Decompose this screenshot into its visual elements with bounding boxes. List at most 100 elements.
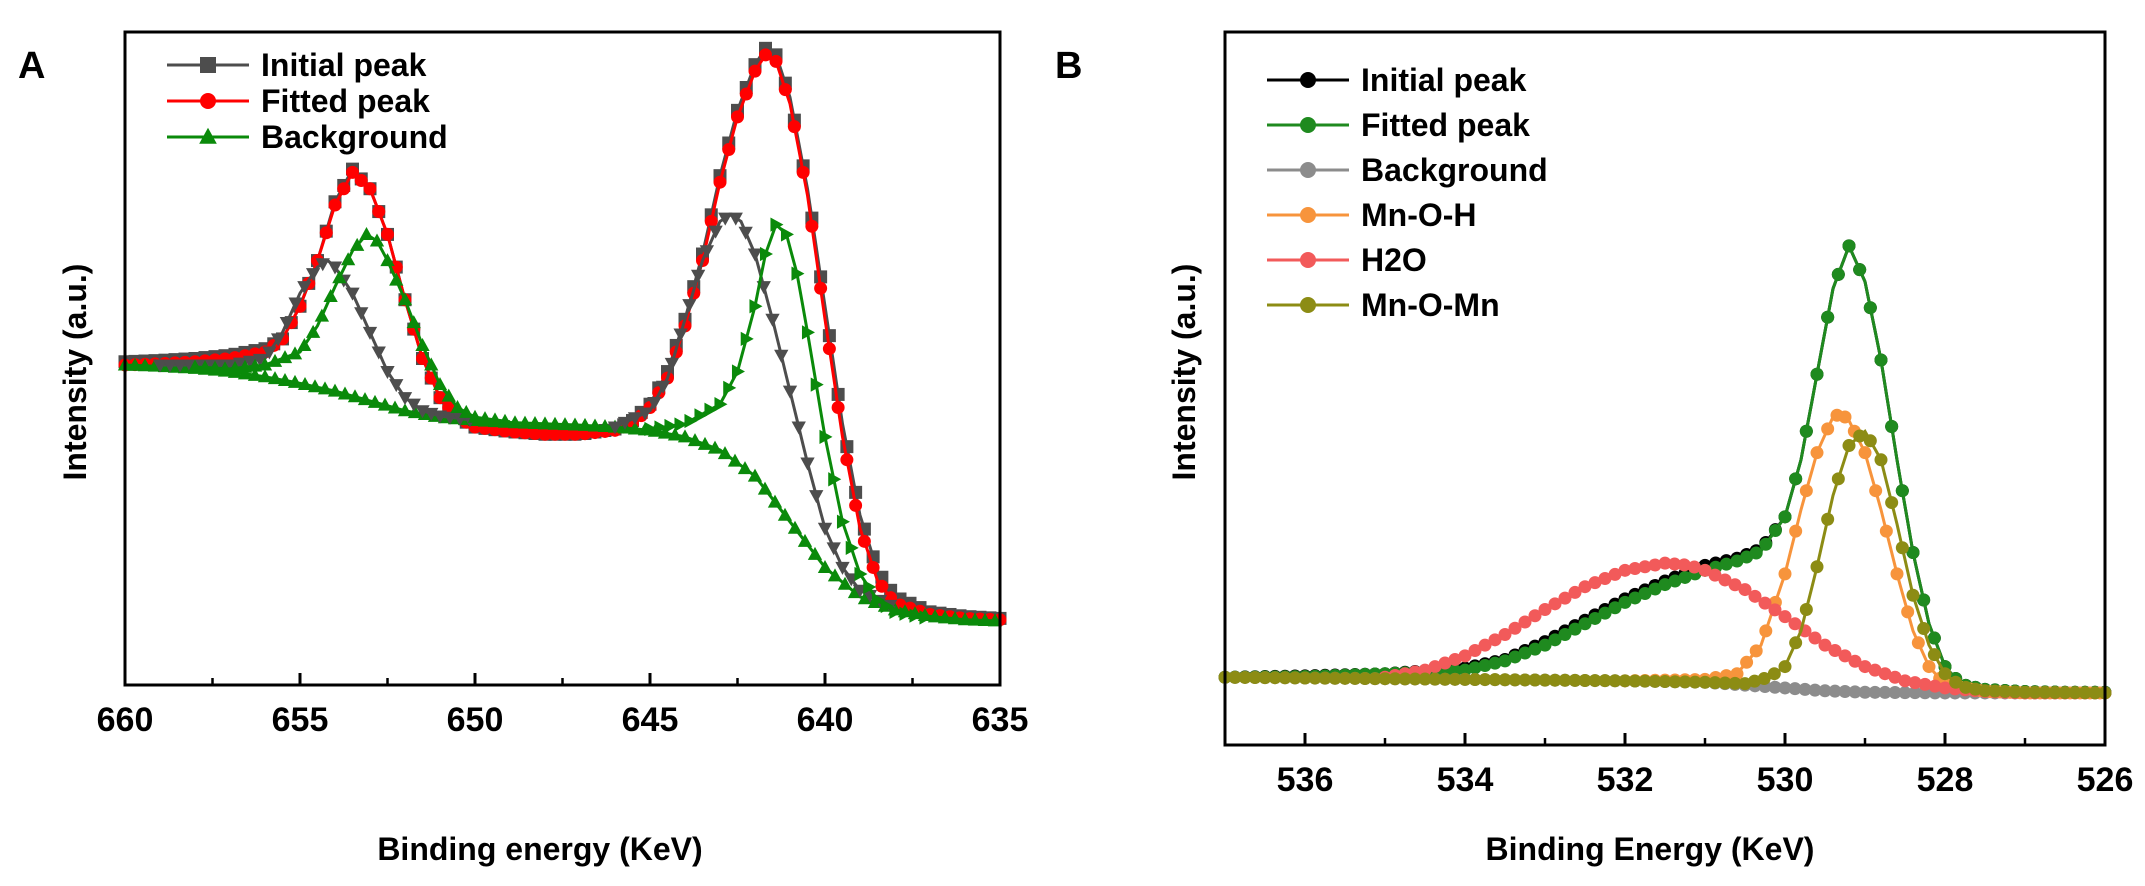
panel-b-data-point [1810,446,1824,460]
panel-b-data-point [1708,568,1722,582]
panel-b-data-point [1767,667,1781,681]
panel-b-data-point [1878,685,1892,699]
panel-a-data-point [332,270,347,284]
panel-b-data-point [1895,541,1909,555]
panel-a-data-point [747,468,763,482]
panel-a-data-point [748,64,762,78]
panel-a-data-point [247,367,263,381]
panel-b-data-point [1668,574,1682,588]
panel-a-data-point [270,333,286,347]
panel-a-data-point [796,165,810,179]
panel-a-legend-entry-initial-peak: Initial peak [167,47,427,83]
panel-b-data-point [1888,686,1902,700]
panel-b-data-point [1508,621,1522,635]
panel-b-data-point [1789,524,1803,538]
panel-b-legend-label: Fitted peak [1361,107,1530,143]
panel-b-data-point [1668,557,1682,571]
panel-a-data-point [297,376,313,390]
panel-a-data-point [765,313,780,327]
panel-b-data-point [1810,560,1824,574]
panel-a-data-point [831,400,845,414]
panel-a-data-point [637,407,653,421]
panel-b-data-point [1498,654,1512,668]
panel-b-data-point [1548,673,1562,687]
panel-a-data-point [704,214,718,228]
panel-b-data-point [1528,642,1542,656]
panel-b-data-point [1888,670,1902,684]
panel-b-data-point [1528,673,1542,687]
panel-b-data-point [1628,562,1642,576]
panel-b-data-point [1268,671,1282,685]
panel-a-data-point [747,248,763,262]
panel-a-data-point [769,54,783,68]
panel-b-data-point [1858,685,1872,699]
panel-b-data-point [1821,422,1835,436]
panel-b-series-layer [1218,239,2112,700]
panel-a-data-point [162,359,178,373]
panel-a-data-point [738,226,753,240]
panel-b-data-point [1917,622,1931,636]
panel-a-data-point [627,421,643,435]
panel-b-data-point [1548,633,1562,647]
panel-a-data-point [305,324,321,338]
panel-a-data-point [517,415,533,429]
panel-a-x-tick-label: 640 [797,701,854,739]
panel-a-data-point [477,411,493,425]
panel-a-data-point [372,205,386,219]
panel-a-data-point [305,268,321,282]
panel-a-data-point [252,353,268,367]
panel-a-data-point [927,609,943,623]
panel-a-data-point [654,420,668,435]
panel-b-data-point [1428,660,1442,674]
panel-a-x-axis-title: Binding energy (KeV) [377,831,702,867]
panel-b-data-point [1788,617,1802,631]
panel-a-data-point [801,325,815,340]
panel-a-data-point [714,397,728,412]
panel-a-data-point [731,364,745,379]
panel-a-data-point [387,400,403,414]
panel-b-data-point [1748,589,1762,603]
panel-a-data-point [327,261,343,275]
panel-b-data-point [1778,610,1792,624]
panel-a-data-point [207,360,223,374]
panel-a-data-point [707,440,723,454]
panel-b-data-point [1848,685,1862,699]
panel-b-data-point [1838,649,1852,663]
panel-b-data-point [2088,686,2102,700]
panel-a-data-point [354,174,368,188]
panel-b-data-point [1308,671,1322,685]
panel-a-data-point [317,381,333,395]
panel-b-data-point [1368,672,1382,686]
panel-a-data-point [871,592,885,608]
panel-a-x-tick-label: 660 [97,701,154,739]
panel-b-x-tick-label: 536 [1277,761,1334,799]
panel-a-data-point [826,542,841,556]
panel-b-data-point [1687,560,1701,574]
panel-b-data-point [1879,524,1893,538]
panel-a-data-point [722,143,736,157]
panel-a-data-point [415,337,430,351]
panel-a-data-point [152,359,168,373]
panel-b-data-point [1749,546,1763,560]
panel-a-data-point [432,410,448,424]
panel-a-series-markers-component-2 [187,226,513,427]
panel-b-data-point [1558,591,1572,605]
panel-a-data-point [814,281,828,295]
panel-b-data-point [1677,558,1691,572]
panel-a-data-point [627,412,643,426]
panel-b-data-point [1821,512,1835,526]
panel-b: B Binding Energy (KeV) Intensity (a.u.) … [1055,30,2133,867]
panel-a-data-point [262,346,277,360]
panel-b-data-point [1898,686,1912,700]
panel-b-data-point [1768,680,1782,694]
panel-b-legend-entry-fitted-peak: Fitted peak [1267,107,1530,143]
panel-b-data-point [1448,652,1462,666]
panel-b-legend-marker [1300,117,1316,133]
panel-a-data-point [899,606,913,621]
panel-b-data-point [1838,410,1852,424]
panel-b-legend-label: Mn-O-H [1361,197,1477,233]
panel-b-data-point [1778,567,1792,581]
panel-b-data-point [1278,671,1292,685]
panel-b-legend-marker [1300,72,1316,88]
panel-a-data-point [237,359,253,373]
